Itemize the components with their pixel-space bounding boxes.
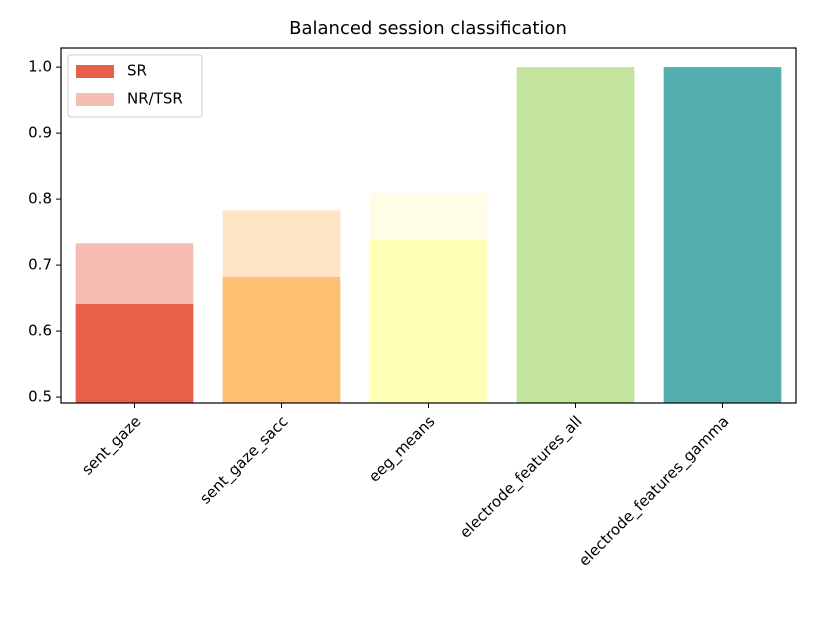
- bar: [369, 239, 488, 403]
- y-tick-label: 0.5: [28, 388, 52, 406]
- legend-label: SR: [127, 62, 147, 80]
- bar: [516, 67, 635, 404]
- bar: [75, 304, 194, 403]
- x-tick-label: eeg_means: [365, 412, 439, 486]
- legend-swatch: [76, 65, 114, 78]
- legend: SR NR/TSR: [67, 54, 203, 118]
- y-tick-label: 1.0: [28, 58, 52, 76]
- bar: [663, 67, 782, 404]
- chart-title: Balanced session classification: [289, 18, 567, 39]
- x-tick-label: electrode_features_all: [456, 412, 586, 542]
- x-tick-label: electrode_features_gamma: [575, 412, 733, 570]
- y-tick-label: 0.6: [28, 322, 52, 340]
- y-tick-label: 0.8: [28, 190, 52, 208]
- bar: [222, 276, 341, 403]
- legend-swatch: [76, 93, 114, 106]
- y-tick-label: 0.7: [28, 256, 52, 274]
- y-tick-label: 0.9: [28, 124, 52, 142]
- x-tick-label: sent_gaze: [78, 412, 145, 479]
- legend-label: NR/TSR: [127, 90, 183, 108]
- x-tick-label: sent_gaze_sacc: [196, 412, 292, 508]
